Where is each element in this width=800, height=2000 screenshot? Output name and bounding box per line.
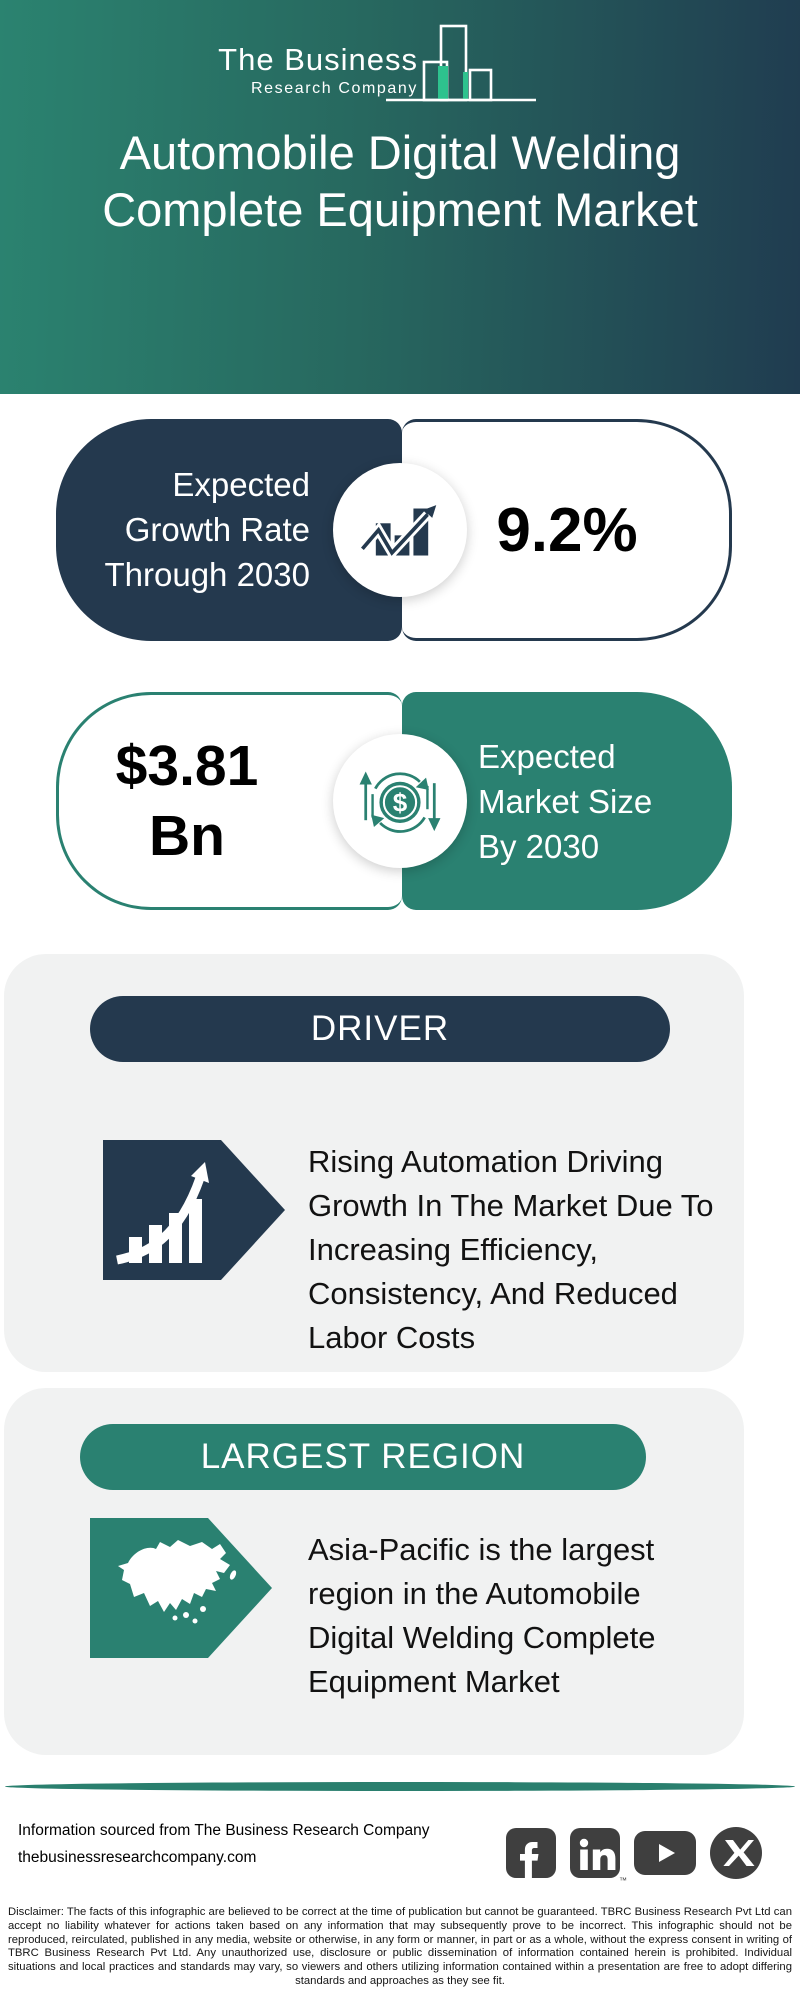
social-icons-row: ™ [506, 1827, 762, 1885]
bar-chart-logo-icon [386, 24, 536, 102]
market-value-amount: $3.81 [115, 734, 259, 798]
disclaimer-text: Disclaimer: The facts of this infographi… [8, 1906, 792, 1987]
brand-name: The Business [218, 42, 418, 77]
driver-card: DRIVER Rising Automation Driving Growth … [4, 954, 744, 1372]
growth-trend-icon [358, 505, 437, 561]
driver-line2: Growth In The Market Due To [308, 1188, 714, 1223]
region-heading: LARGEST REGION [200, 1437, 526, 1476]
region-line2: region in the Automobile [308, 1576, 641, 1611]
market-label-line3: By 2030 [478, 827, 600, 865]
linkedin-trademark: ™ [619, 1876, 627, 1885]
asia-map-icon [90, 1518, 272, 1658]
growth-label-line2: Growth Rate [124, 511, 310, 548]
market-label-line1: Expected [478, 737, 616, 775]
growth-label-line1: Expected [172, 466, 310, 503]
market-size-value-pill [56, 692, 402, 910]
growth-icon-circle [333, 463, 467, 597]
region-line4: Equipment Market [308, 1664, 560, 1699]
driver-line3: Increasing Efficiency, [308, 1232, 599, 1267]
driver-line1: Rising Automation Driving [308, 1144, 663, 1179]
growth-rate-label: Expected Growth Rate Through 2030 [40, 462, 311, 597]
driver-line4: Consistency, And Reduced [308, 1276, 678, 1311]
market-label-line2: Market Size [478, 782, 653, 820]
region-line3: Digital Welding Complete [308, 1620, 656, 1655]
header-banner: The Business Research Company Automobile… [0, 0, 800, 394]
youtube-icon[interactable] [634, 1831, 696, 1880]
growth-label-line3: Through 2030 [104, 556, 311, 593]
svg-text:$: $ [393, 787, 408, 817]
x-icon[interactable] [710, 1827, 762, 1884]
region-line1: Asia-Pacific is the largest [308, 1532, 655, 1567]
driver-description: Rising Automation Driving Growth In The … [308, 1140, 713, 1360]
market-size-label: Expected Market Size By 2030 [478, 692, 652, 910]
teal-divider [5, 1782, 795, 1791]
page-title: Automobile Digital Welding Complete Equi… [0, 124, 800, 238]
growth-arrow-icon [103, 1140, 285, 1280]
brand-logo-text: The Business Research Company [150, 42, 418, 98]
driver-heading: DRIVER [310, 1009, 450, 1048]
largest-region-card: LARGEST REGION Asia-Pacific is the large… [4, 1388, 744, 1755]
source-attribution: Information sourced from The Business Re… [18, 1822, 430, 1839]
driver-line5: Labor Costs [308, 1320, 476, 1355]
growth-rate-value: 9.2% [496, 495, 638, 565]
page-title-line1: Automobile Digital Welding [119, 126, 681, 179]
region-heading-pill: LARGEST REGION [80, 1424, 646, 1490]
driver-heading-pill: DRIVER [90, 996, 670, 1062]
market-size-value: $3.81 Bn [56, 692, 318, 910]
brand-subname: Research Company [251, 80, 418, 97]
market-icon-circle: $ [333, 734, 467, 868]
facebook-icon[interactable] [506, 1828, 556, 1883]
market-value-unit: Bn [149, 804, 225, 868]
page-title-line2: Complete Equipment Market [102, 183, 698, 236]
region-description: Asia-Pacific is the largest region in th… [308, 1528, 655, 1704]
money-exchange-icon: $ [359, 771, 441, 833]
source-website: thebusinessresearchcompany.com [18, 1849, 257, 1866]
linkedin-icon[interactable]: ™ [570, 1828, 627, 1885]
